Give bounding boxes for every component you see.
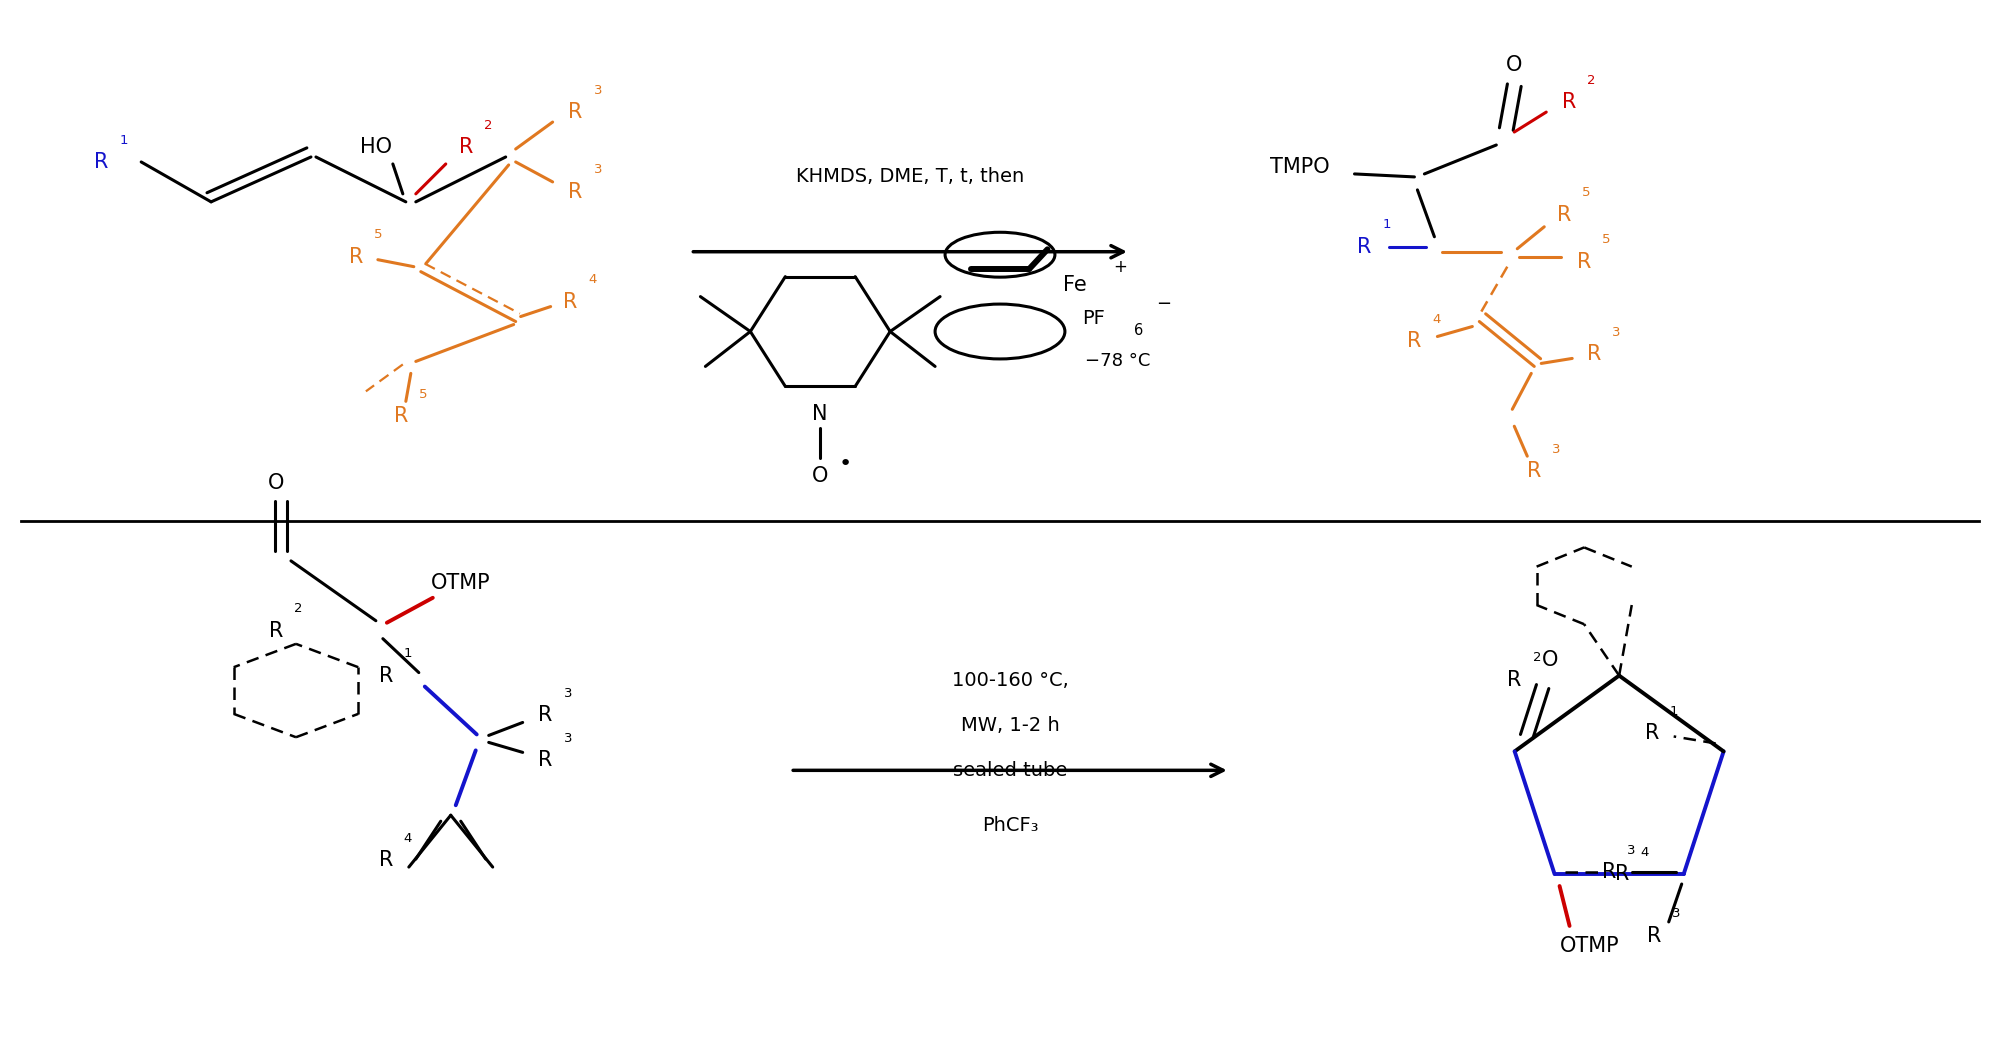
Text: 100-160 °C,: 100-160 °C, <box>952 671 1068 690</box>
Text: R: R <box>1616 864 1630 884</box>
Text: 1: 1 <box>1382 219 1390 231</box>
Text: 1: 1 <box>120 133 128 147</box>
Text: R: R <box>394 406 408 426</box>
Text: 4: 4 <box>1640 845 1648 859</box>
Text: HO: HO <box>360 137 392 157</box>
Text: R: R <box>568 182 582 202</box>
Text: 2: 2 <box>1588 74 1596 86</box>
Text: R: R <box>378 665 394 686</box>
Text: •: • <box>838 454 852 474</box>
Text: R: R <box>564 291 578 311</box>
Text: 3: 3 <box>1672 908 1680 920</box>
Text: 4: 4 <box>404 832 412 844</box>
Text: 5: 5 <box>374 228 382 242</box>
Text: 3: 3 <box>594 83 602 97</box>
Text: R: R <box>1644 723 1658 743</box>
Text: 2: 2 <box>484 119 492 131</box>
Text: R: R <box>1528 461 1542 481</box>
Text: 1: 1 <box>1670 705 1678 718</box>
Text: 3: 3 <box>564 732 572 745</box>
Text: O: O <box>812 466 828 486</box>
Text: KHMDS, DME, T, t, then: KHMDS, DME, T, t, then <box>796 168 1024 186</box>
Text: 2: 2 <box>1532 651 1542 664</box>
Text: O: O <box>268 473 284 493</box>
Text: TMPO: TMPO <box>1270 157 1330 177</box>
Text: −: − <box>1156 295 1170 312</box>
Text: 5: 5 <box>1602 233 1610 247</box>
Text: R: R <box>1576 252 1592 272</box>
Text: 4: 4 <box>1432 313 1440 326</box>
Text: N: N <box>812 404 828 425</box>
Text: R: R <box>94 152 108 172</box>
Text: R: R <box>1408 331 1422 352</box>
Text: MW, 1-2 h: MW, 1-2 h <box>960 716 1060 735</box>
Text: 3: 3 <box>594 163 602 176</box>
Text: R: R <box>1508 669 1522 689</box>
Text: R: R <box>1646 925 1660 946</box>
Text: 3: 3 <box>564 687 572 700</box>
Text: R: R <box>1558 205 1572 225</box>
Text: R: R <box>378 850 394 870</box>
Text: R: R <box>538 706 552 726</box>
Text: R: R <box>538 751 552 770</box>
Text: R: R <box>458 137 472 157</box>
Text: R: R <box>568 102 582 122</box>
Text: 6: 6 <box>1134 323 1144 338</box>
Text: O: O <box>1506 55 1522 75</box>
Text: Fe: Fe <box>1064 275 1086 295</box>
Text: sealed tube: sealed tube <box>952 761 1068 780</box>
Text: R: R <box>268 620 284 640</box>
Text: 1: 1 <box>404 648 412 660</box>
Text: R: R <box>1602 862 1616 882</box>
Text: O: O <box>1542 650 1558 669</box>
Text: 3: 3 <box>1552 442 1560 456</box>
Text: R: R <box>1358 236 1372 257</box>
Text: 5: 5 <box>1582 186 1590 200</box>
Text: R: R <box>1586 345 1602 364</box>
Text: −78 °C: −78 °C <box>1084 353 1150 371</box>
Text: 3: 3 <box>1626 843 1636 857</box>
Text: R: R <box>348 247 364 266</box>
Text: 2: 2 <box>294 603 302 615</box>
Text: +: + <box>1112 258 1126 276</box>
Text: 5: 5 <box>418 388 428 401</box>
Text: OTMP: OTMP <box>1560 936 1620 956</box>
Text: R: R <box>1562 92 1576 112</box>
Text: 3: 3 <box>1612 326 1620 339</box>
Text: PhCF₃: PhCF₃ <box>982 816 1038 835</box>
Text: PF: PF <box>1082 309 1104 328</box>
Text: 4: 4 <box>588 273 596 286</box>
Text: OTMP: OTMP <box>430 573 490 592</box>
